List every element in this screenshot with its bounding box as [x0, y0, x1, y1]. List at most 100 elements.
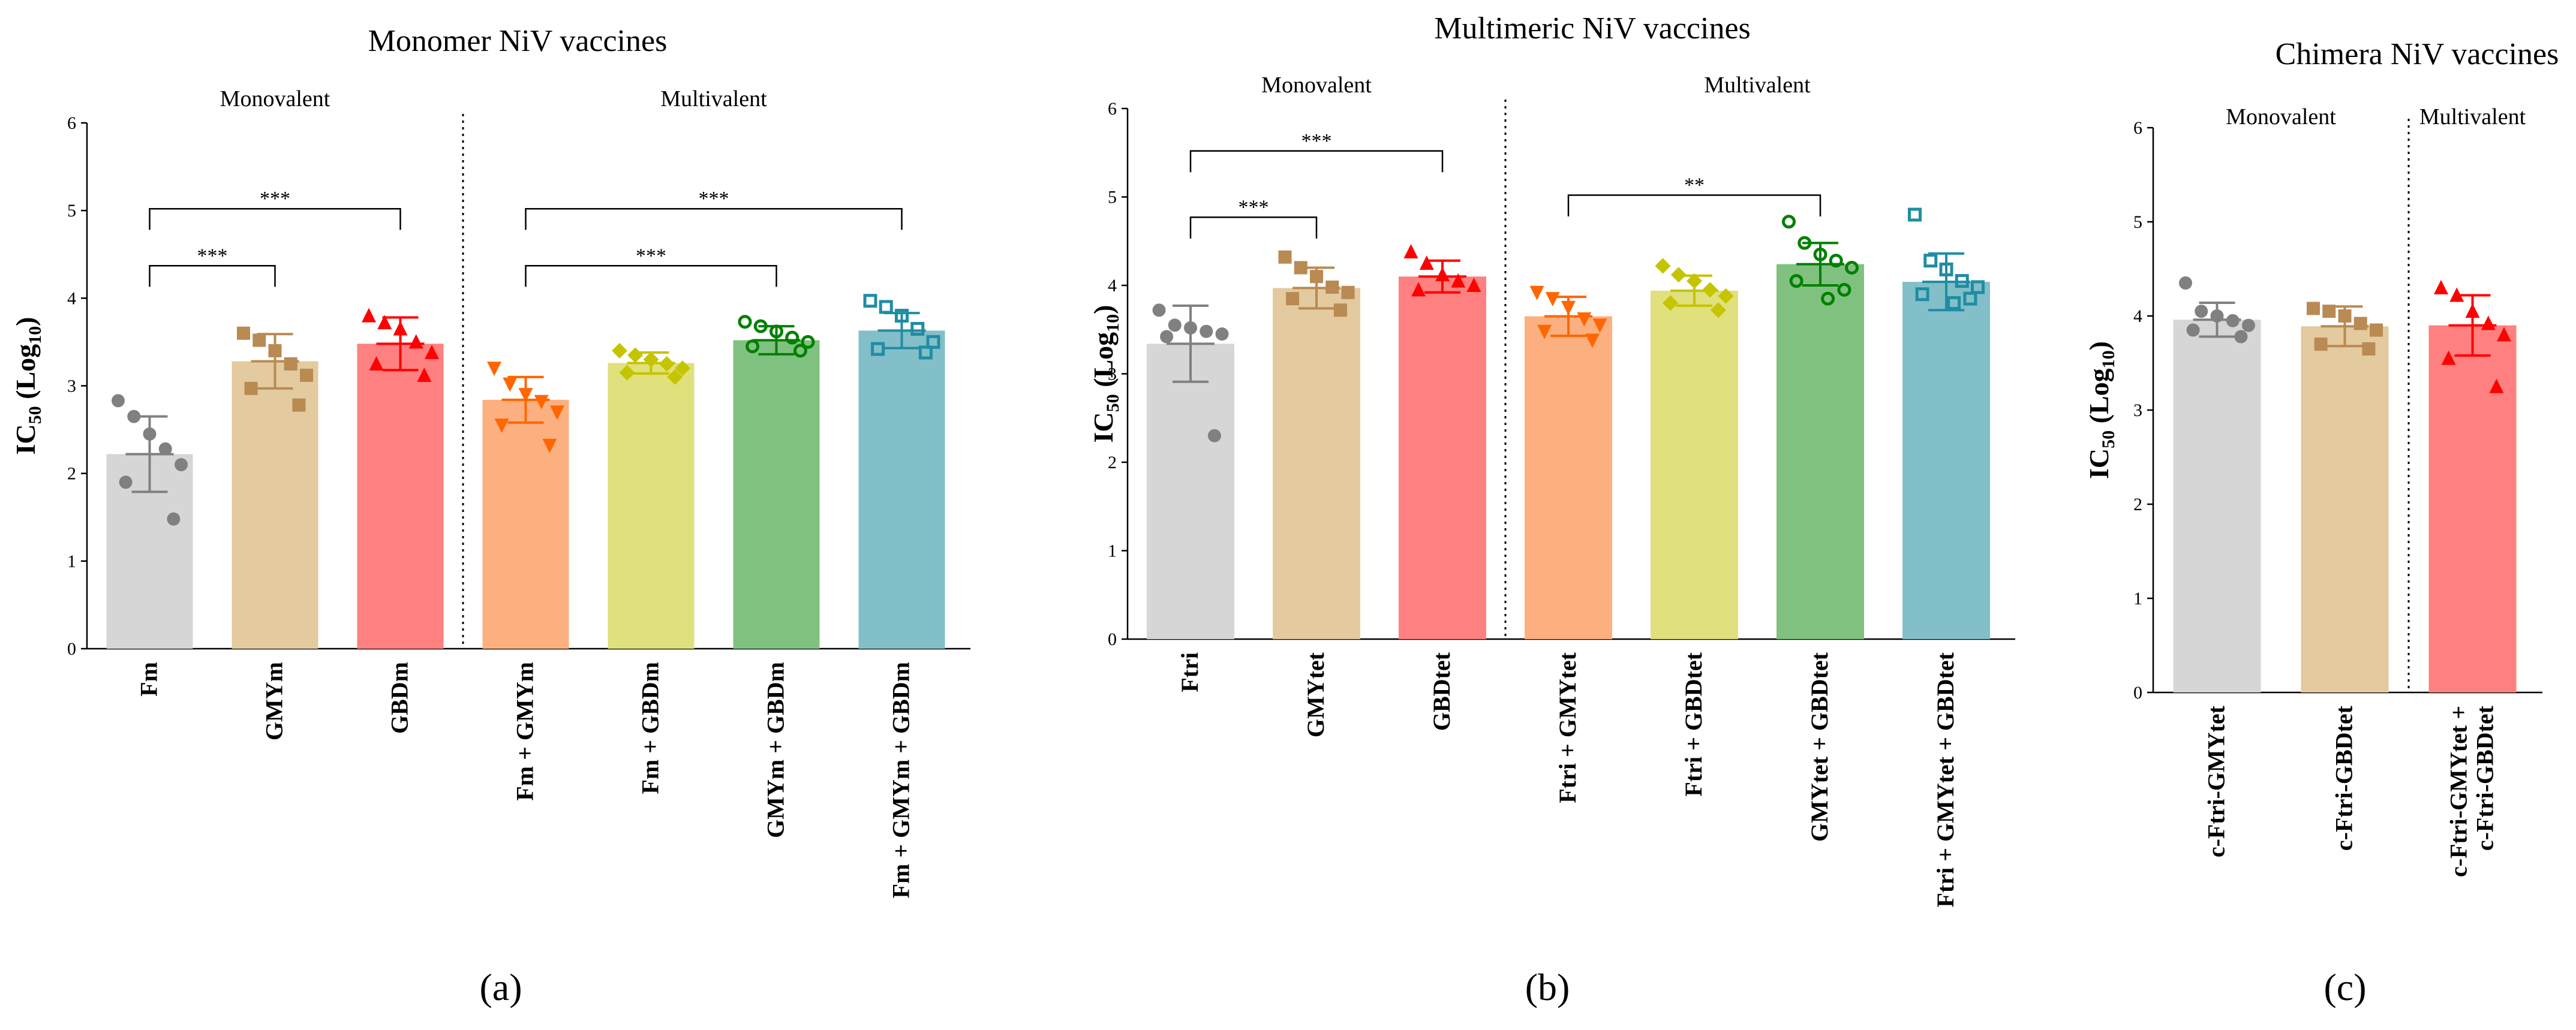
- y-tick-label: 1: [67, 552, 76, 571]
- data-point: [2441, 350, 2456, 365]
- data-point: [112, 394, 125, 408]
- category-label: Fm + GMYm + GBDm: [888, 662, 915, 898]
- y-tick-label: 5: [2133, 212, 2142, 232]
- data-point: [1845, 261, 1859, 275]
- data-point: [393, 321, 408, 336]
- data-point: [1908, 207, 1922, 222]
- y-tick-label: 3: [1108, 365, 1117, 384]
- y-tick-label: 0: [67, 639, 76, 659]
- data-point: [1663, 295, 1679, 311]
- category-label: c-Ftri-GMYtet: [2203, 705, 2230, 857]
- y-tick-label: 1: [1108, 541, 1117, 561]
- y-tick-label: 0: [1108, 630, 1117, 649]
- data-point: [863, 294, 877, 308]
- category-label-line: Ftri + GMYtet + GBDtet: [1932, 652, 1959, 907]
- data-point: [1687, 273, 1702, 289]
- y-tick-label: 5: [1108, 188, 1117, 207]
- category-label: c-Ftri-GBDtet: [2331, 705, 2358, 851]
- data-point: [1341, 285, 1355, 299]
- data-point: [910, 321, 925, 336]
- bar: [608, 363, 695, 649]
- data-point: [550, 405, 564, 420]
- data-point: [369, 356, 384, 371]
- y-axis-label: IC50 (Log10): [10, 317, 45, 455]
- data-point: [918, 345, 933, 360]
- y-axis-label-sub: 50: [25, 406, 45, 424]
- y-tick-label: 4: [1108, 276, 1117, 296]
- data-point: [2481, 315, 2496, 330]
- bar: [1147, 344, 1234, 639]
- significance-bracket: [525, 265, 777, 287]
- data-point: [801, 335, 815, 349]
- data-point: [167, 512, 181, 526]
- bar: [2428, 325, 2517, 692]
- category-label-line: GMYtet + GBDtet: [1806, 652, 1833, 842]
- category-label: Ftri: [1176, 652, 1203, 692]
- data-point: [793, 344, 807, 358]
- bar: [1399, 276, 1486, 639]
- significance-label: ***: [1239, 196, 1269, 218]
- y-axis-label-paren: (Log: [10, 344, 41, 406]
- y-tick-label: 2: [1108, 453, 1117, 472]
- data-point: [1537, 324, 1552, 339]
- data-point: [770, 324, 783, 339]
- data-point: [2186, 323, 2200, 337]
- y-tick-label: 5: [67, 201, 76, 221]
- category-label: Fm + GMYm: [512, 662, 539, 801]
- data-point: [1419, 255, 1434, 270]
- data-point: [1789, 274, 1803, 288]
- y-axis-label-close: ): [1088, 305, 1119, 314]
- data-point: [127, 409, 141, 423]
- data-point: [494, 418, 509, 433]
- data-point: [2489, 378, 2504, 393]
- data-point: [1184, 321, 1197, 335]
- data-point: [1207, 429, 1221, 442]
- data-point: [417, 367, 432, 382]
- data-point: [1451, 273, 1466, 288]
- data-point: [1466, 278, 1481, 292]
- panel-a: Monomer NiV vaccines 0 1 2 3 4 5 6 IC50 (Log10) M…: [10, 24, 970, 1008]
- panel-label: (c): [2323, 966, 2366, 1008]
- y-tick-label: 3: [2133, 400, 2142, 420]
- category-label-line: Fm + GMYm: [512, 662, 539, 801]
- data-point: [1702, 282, 1718, 298]
- data-point: [284, 357, 297, 371]
- category-label-line: c-Ftri-GMYtet +: [2445, 706, 2472, 877]
- data-point: [2449, 287, 2464, 302]
- significance-label: **: [1684, 174, 1705, 197]
- bar: [733, 340, 820, 649]
- data-point: [1278, 250, 1292, 264]
- data-point: [1718, 288, 1734, 304]
- data-point: [2242, 318, 2255, 332]
- data-point: [1403, 243, 1418, 258]
- significance-bracket: [1189, 216, 1318, 239]
- category-label: GMYm: [261, 662, 288, 740]
- y-axis-label-close: ): [2084, 341, 2114, 350]
- data-point: [926, 335, 940, 349]
- data-point: [377, 315, 392, 330]
- data-point: [746, 339, 760, 354]
- category-label: GMYm + GBDm: [762, 662, 789, 838]
- data-point: [1798, 236, 1812, 250]
- category-label-line: Ftri + GBDtet: [1680, 652, 1707, 796]
- data-point: [1310, 270, 1323, 284]
- bar: [1651, 290, 1738, 640]
- category-label-line: GMYtet: [1302, 652, 1329, 737]
- data-point: [2338, 309, 2352, 323]
- y-tick-label: 4: [67, 288, 76, 308]
- significance-bracket: [525, 207, 903, 230]
- panel-label: (a): [479, 966, 522, 1008]
- data-point: [2307, 302, 2320, 315]
- panel-label: (b): [1525, 966, 1570, 1008]
- data-point: [2362, 342, 2376, 356]
- bar: [1525, 316, 1612, 639]
- bar: [1777, 264, 1864, 640]
- data-point: [2370, 323, 2383, 337]
- data-point: [627, 347, 644, 363]
- y-tick-label: 4: [2133, 306, 2142, 326]
- category-label: GMYtet + GBDtet: [1806, 652, 1833, 842]
- data-point: [1585, 333, 1600, 348]
- data-point: [408, 334, 423, 349]
- data-point: [612, 343, 627, 359]
